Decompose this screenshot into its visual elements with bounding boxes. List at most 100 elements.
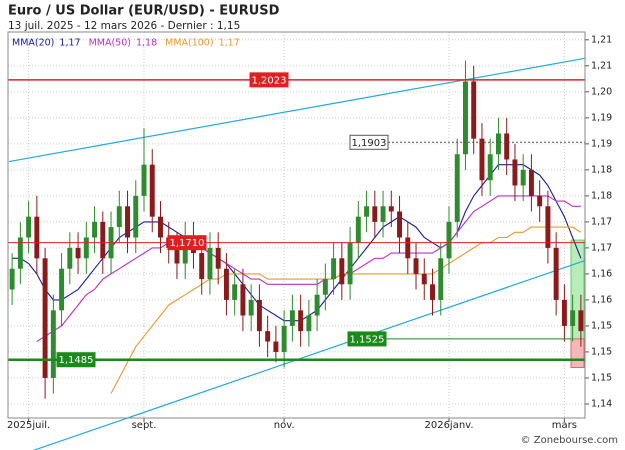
candle-body [100,221,106,259]
candle-body [322,279,328,295]
candle-body [504,133,510,160]
candle-body [421,273,427,285]
candle-body [248,299,254,316]
candle-body [355,216,361,243]
candle-body [50,310,56,378]
candle-body [520,169,526,186]
candle-body [232,284,238,300]
candle-body [34,216,40,259]
x-tick-label: mars [552,420,577,431]
y-tick-label: 1,15 [591,346,612,357]
candle-body [116,206,122,228]
candle-body [59,268,65,311]
candle-body [380,206,386,222]
candle-body [281,325,287,352]
candle-body [149,164,155,217]
y-tick-label: 1,19 [591,138,612,149]
candle-body [528,169,534,196]
candle-body [487,154,493,181]
level-label: 1,1903 [352,138,387,149]
candle-body [306,315,312,332]
candle-body [561,299,567,326]
candle-body [314,294,320,316]
candle-body [413,258,419,274]
legend-label: MMA(20) [12,38,54,49]
candle-body [364,206,370,217]
candle-body [512,159,518,186]
candle-body [331,258,337,280]
legend-value: 1,17 [219,38,240,49]
candle-body [125,206,130,238]
candle-body [553,247,559,300]
candle-body [397,211,403,238]
candle-body [430,284,435,300]
y-tick-label: 1,19 [591,112,612,123]
x-tick-label: 2025juil. [7,420,50,431]
moving-average [36,195,581,342]
y-tick-label: 1,17 [591,242,612,253]
level-label-box [56,352,96,368]
y-tick-label: 1,15 [591,320,612,331]
candle-body [298,310,304,332]
candle-body [463,81,468,155]
candle-body [479,138,485,181]
candle-body [17,237,23,269]
candle-body [223,268,229,300]
level-label: 1,1710 [170,238,205,249]
candle-body [199,253,205,280]
y-tick-label: 1,14 [591,398,612,409]
target-zone [570,338,585,369]
y-tick-label: 1,20 [591,86,612,97]
candle-body [273,341,279,352]
legend-label: MMA(50) [89,38,131,49]
legend-value: 1,17 [59,38,80,49]
y-tick-label: 1,17 [591,216,612,227]
y-tick-label: 1,18 [591,190,612,201]
candle-body [446,221,452,259]
chart-title: Euro / US Dollar (EUR/USD) - EURUSD [8,4,280,19]
candle-body [256,299,262,332]
moving-average [12,164,582,322]
candle-body [545,206,551,248]
level-label-box [249,72,289,88]
candle-body [215,247,221,269]
candle-body [265,331,271,342]
candle-body [578,310,584,332]
candle-body [454,154,460,222]
candle-body [438,258,444,300]
y-tick-label: 1,21 [591,34,612,45]
candle-body [75,247,81,259]
legend-value: 1,18 [136,38,157,49]
candle-body [570,310,576,326]
candle-body [67,247,73,269]
candle-body [141,164,147,196]
candle-body [174,247,180,264]
candle-body [471,81,477,139]
candle-body [158,216,163,238]
candle-body [26,216,32,238]
candle-body [372,206,378,222]
moving-average [110,226,582,394]
chart-subtitle: 13 juil. 2025 - 12 mars 2026 - Dernier :… [8,20,240,32]
level-label: 1,2023 [252,75,287,86]
level-label-box [349,134,389,150]
credit: © Zonebourse.com [521,435,618,446]
candle-body [9,268,15,290]
candle-body [339,258,345,285]
y-tick-label: 1,15 [591,372,612,383]
level-label-box [347,331,387,347]
level-label: 1,1485 [59,355,94,366]
x-tick-label: nov. [274,420,295,431]
candle-body [347,242,353,285]
candle-body [133,195,139,238]
y-tick-label: 1,16 [591,268,612,279]
candle-body [83,237,89,259]
level-label: 1,1525 [350,334,385,345]
level-label-box [167,235,207,251]
candle-body [207,247,213,280]
candle-body [405,237,411,259]
legend-label: MMA(100) [165,38,213,49]
candle-body [289,310,295,326]
candle-body [388,206,394,212]
